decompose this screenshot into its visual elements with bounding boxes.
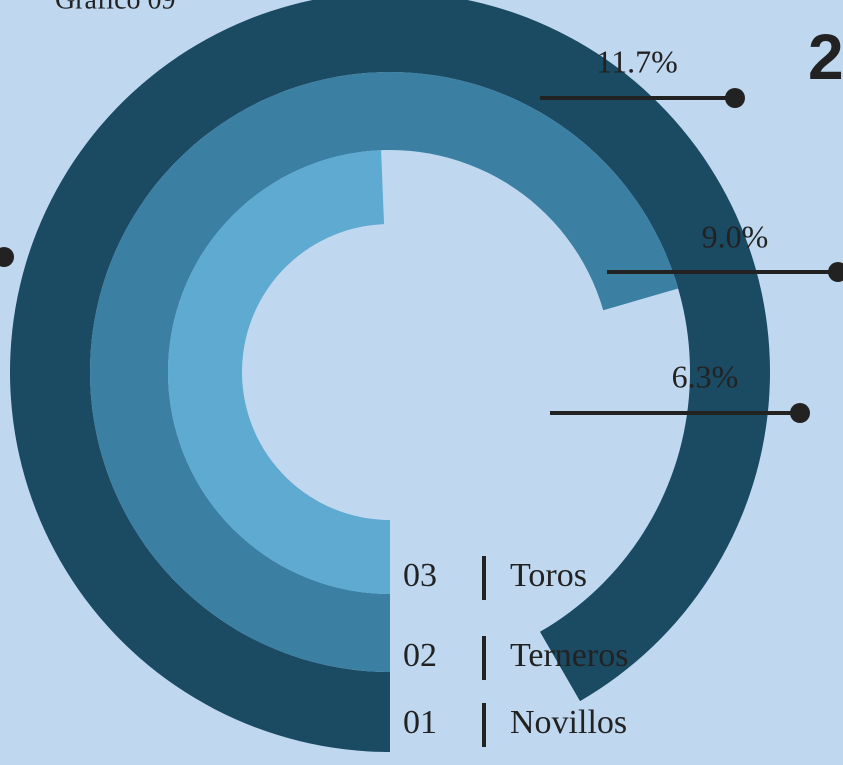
leader-dot: [790, 403, 810, 423]
legend-label: Novillos: [510, 704, 627, 741]
legend-separator: [482, 636, 486, 680]
decor-dot: [0, 247, 14, 267]
legend-label: Terneros: [510, 637, 628, 674]
chart-title: Gráfico 09: [55, 0, 176, 15]
legend-code: 01: [403, 704, 437, 741]
radial-bar: [168, 150, 390, 594]
legend-separator: [482, 703, 486, 747]
legend-label: Toros: [510, 557, 587, 594]
legend-separator: [482, 556, 486, 600]
leader-dot: [725, 88, 745, 108]
legend-code: 02: [403, 637, 437, 674]
value-label: 6.3%: [672, 358, 739, 394]
value-label: 9.0%: [702, 218, 769, 254]
annotation: 2: [808, 21, 843, 93]
value-label: 11.7%: [596, 43, 677, 79]
leader-dot: [828, 262, 843, 282]
legend-code: 03: [403, 557, 437, 594]
